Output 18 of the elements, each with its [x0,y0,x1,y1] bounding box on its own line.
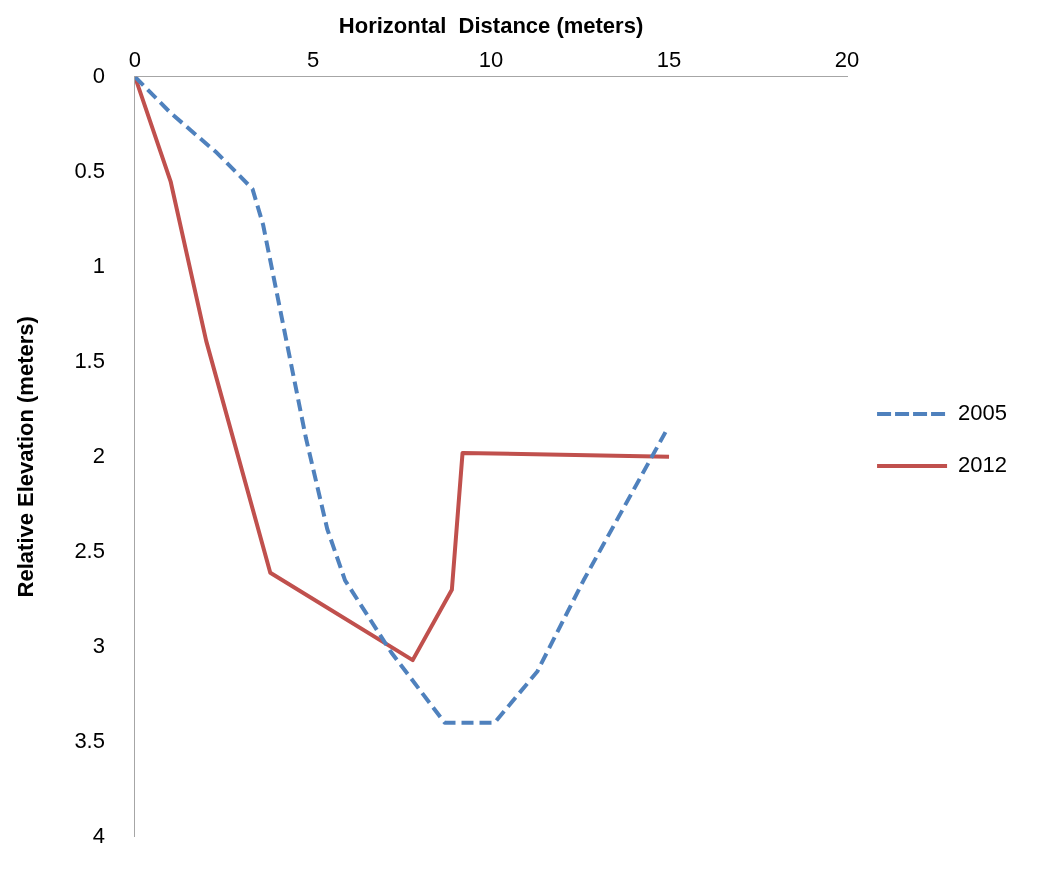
y-tick-label: 0 [92,62,105,88]
x-tick-label: 5 [306,46,320,72]
y-tick-label: 0.5 [74,157,105,183]
x-tick-label: 10 [478,46,504,72]
legend-label: 2012 [958,452,1008,478]
legend-label: 2005 [958,400,1008,426]
y-tick-label: 3 [92,632,105,658]
y-axis-title: Relative Elevation (meters) [13,316,39,598]
y-tick-label: 3.5 [74,727,105,753]
y-tick-label: 2.5 [74,537,105,563]
y-tick-label: 1 [92,252,105,278]
y-tick-label: 2 [92,442,105,468]
y-tick-label: 4 [92,822,105,848]
x-axis-title: Horizontal Distance (meters) [338,13,644,39]
y-tick-label: 1.5 [74,347,105,373]
x-tick-label: 0 [128,46,142,72]
x-tick-label: 20 [834,46,860,72]
x-tick-label: 15 [656,46,682,72]
